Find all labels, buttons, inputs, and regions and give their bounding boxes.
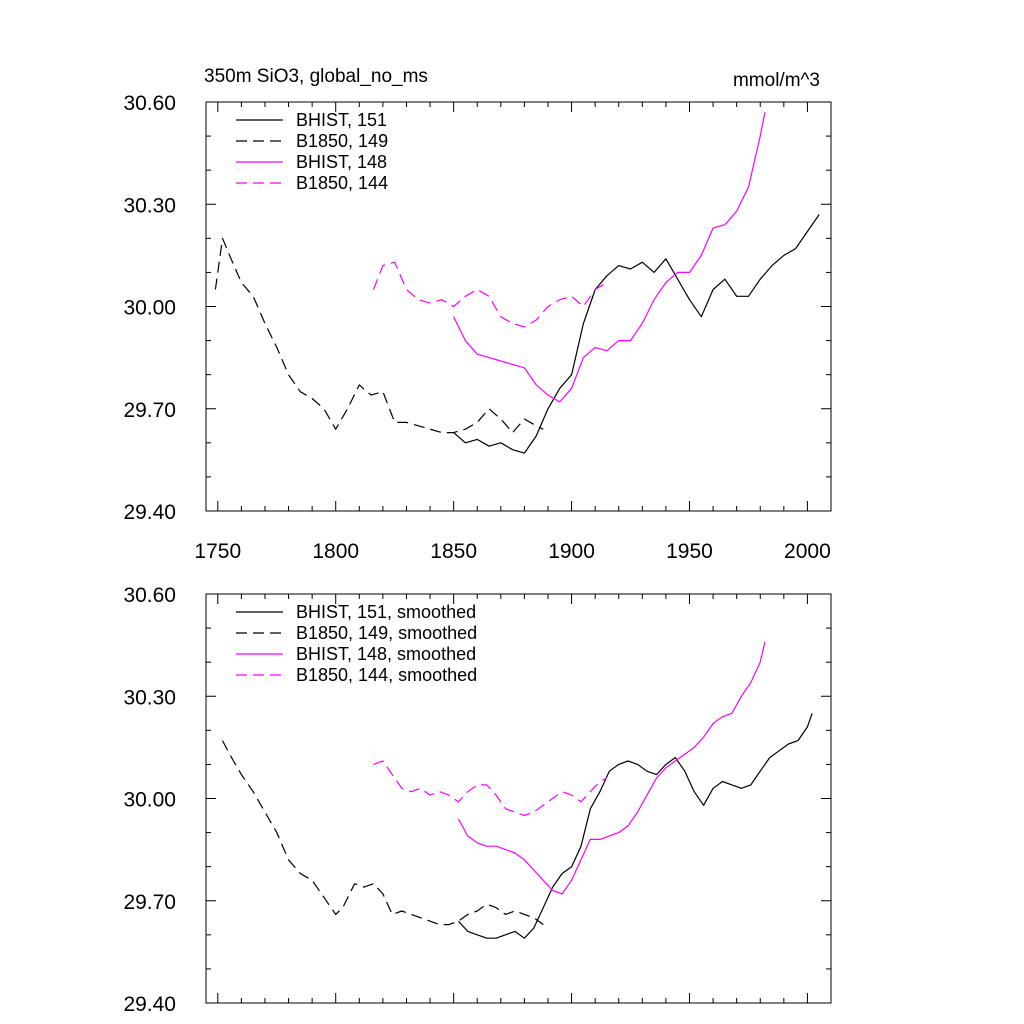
x-tick-label: 1900	[548, 540, 595, 563]
y-tick-label: 30.30	[123, 686, 176, 709]
y-tick-labels: 29.40 29.70 30.00 30.30 30.60	[123, 92, 176, 524]
legend-label: B1850, 149, smoothed	[296, 623, 477, 643]
legend-label: BHIST, 151	[296, 110, 387, 130]
y-tick-labels: 29.40 29.70 30.00 30.30 30.60	[123, 584, 176, 1016]
series-layer	[221, 641, 813, 939]
legend-label: BHIST, 148	[296, 152, 387, 172]
series-line-2	[214, 237, 544, 434]
y-tick-label: 30.00	[123, 297, 176, 320]
x-tick-label: 1800	[312, 540, 359, 563]
legend-label: BHIST, 148, smoothed	[296, 644, 476, 664]
x-tick-label: 1950	[666, 540, 713, 563]
y-tick-label: 29.70	[123, 891, 176, 914]
units-label: mmol/m^3	[733, 70, 820, 91]
legend-label: BHIST, 151, smoothed	[296, 602, 476, 622]
series-line-4	[373, 760, 608, 817]
series-line-3	[457, 641, 766, 895]
x-tick-label: 1850	[430, 540, 477, 563]
series-line-4	[372, 261, 608, 328]
y-tick-label: 29.40	[123, 993, 176, 1016]
tick-marks	[206, 593, 831, 1004]
chart-title: 350m SiO3, global_no_ms	[204, 66, 428, 87]
legend-label: B1850, 149	[296, 131, 388, 151]
y-tick-label: 30.60	[123, 92, 176, 115]
x-tick-label: 1750	[194, 540, 241, 563]
x-tick-label: 2000	[784, 540, 831, 563]
series-layer	[214, 112, 820, 454]
chart-panel-top: 350m SiO3, global_no_ms mmol/m^3 29.4029…	[123, 66, 832, 563]
y-tick-label: 29.70	[123, 399, 176, 422]
y-tick-label: 30.60	[123, 584, 176, 607]
legend-label: B1850, 144, smoothed	[296, 665, 477, 685]
y-tick-label: 30.00	[123, 789, 176, 812]
tick-marks	[206, 101, 831, 512]
series-line-1	[453, 214, 820, 454]
series-line-2	[221, 740, 544, 926]
y-tick-label: 29.40	[123, 501, 176, 524]
y-tick-label: 30.30	[123, 194, 176, 217]
legend-label: B1850, 144	[296, 173, 388, 193]
series-line-1	[457, 713, 813, 939]
series-line-3	[453, 112, 766, 403]
x-tick-labels: 1750 1800 1850 1900 1950 2000	[194, 540, 830, 563]
chart-panel-bottom: 29.40 29.70 30.00 30.30 30.60 BHIST, 151, sm…	[123, 584, 832, 1016]
